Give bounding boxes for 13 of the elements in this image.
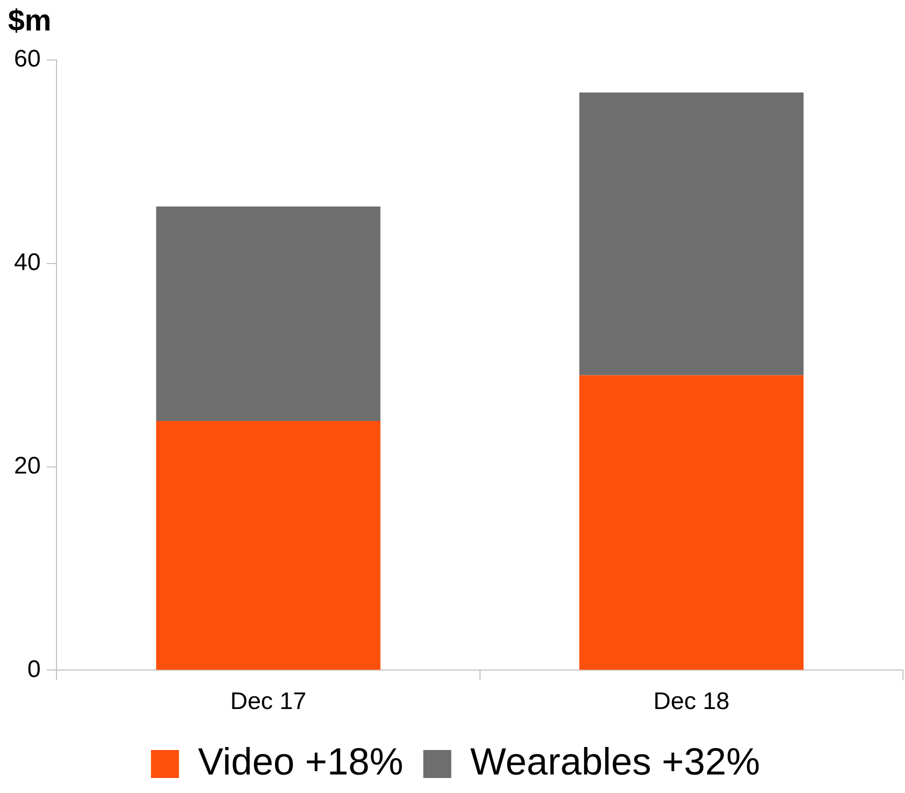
bar: [579, 92, 804, 376]
bar: [156, 206, 380, 422]
y-tick-label: 40: [14, 249, 41, 276]
legend-label: Video +18%: [198, 741, 404, 784]
legend-label: Wearables +32%: [470, 741, 760, 784]
x-tick-label: Dec 18: [653, 688, 730, 716]
y-tick-label: 0: [27, 656, 41, 683]
y-tick-label: 60: [14, 46, 41, 73]
y-tick-label: 20: [14, 452, 41, 480]
bar: [579, 375, 804, 670]
bar: [156, 421, 380, 670]
y-axis-title: $m: [8, 4, 52, 38]
x-tick-label: Dec 17: [230, 688, 306, 716]
